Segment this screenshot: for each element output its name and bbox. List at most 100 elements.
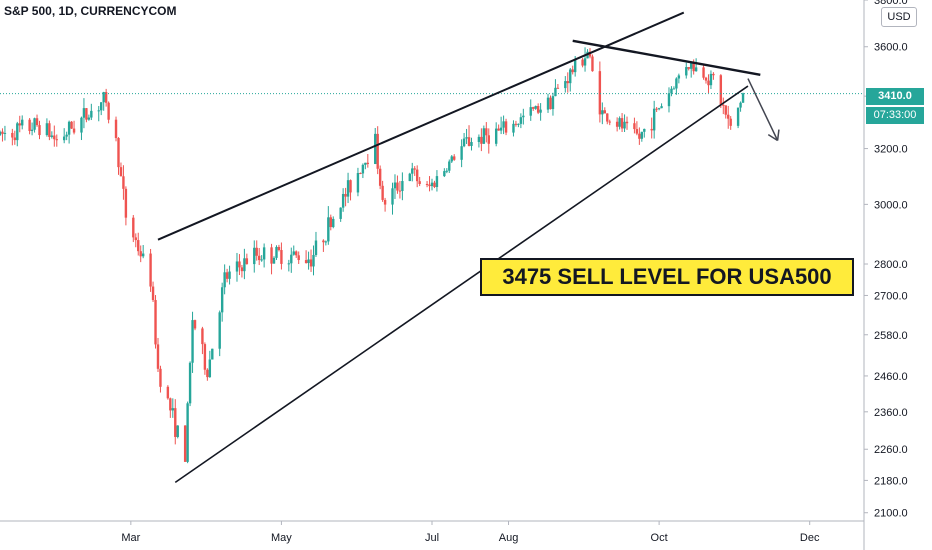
candle-body [635, 129, 639, 134]
time-axis[interactable]: Mar May Jul Aug Oct Dec [121, 521, 820, 544]
candle-body [90, 110, 93, 118]
candle-body [87, 117, 91, 120]
candle-body [482, 128, 486, 144]
currency-label[interactable]: USD [881, 7, 917, 27]
candle-body [201, 328, 204, 345]
candle-body [401, 181, 404, 191]
candle-body [569, 69, 572, 84]
candle-body [262, 247, 266, 260]
y-tick-label: 2800.0 [874, 259, 908, 271]
candle-body [556, 87, 560, 89]
candle-body [450, 156, 453, 162]
y-tick-label: 2460.0 [874, 371, 908, 383]
candle-body [82, 108, 86, 118]
candle-body [156, 344, 160, 369]
candle-body [235, 261, 239, 272]
candle-body [564, 81, 567, 89]
candle-body [70, 121, 73, 129]
candle-body [191, 320, 194, 363]
candle-body [218, 312, 221, 349]
candle-body [467, 137, 471, 146]
candle-body [601, 110, 604, 115]
candle-body [677, 75, 681, 79]
candle-body [30, 129, 34, 131]
candle-body [176, 425, 179, 437]
candle-body [270, 247, 273, 264]
x-tick-label: Aug [499, 532, 519, 544]
countdown-badge: 07:33:00 [866, 107, 924, 124]
candle-body [724, 105, 727, 115]
candle-body [33, 118, 36, 130]
candle-body [408, 173, 411, 182]
candle-body [324, 241, 328, 243]
candle-body [502, 121, 505, 128]
candle-body [606, 113, 609, 122]
candle-body [253, 247, 256, 265]
candle-body [341, 193, 345, 208]
candle-body [309, 259, 313, 267]
candle-body [650, 128, 653, 131]
candle-body [356, 173, 360, 193]
candle-body [3, 132, 7, 134]
candle-body [62, 136, 66, 141]
candle-body [670, 88, 673, 94]
candle-body [707, 80, 710, 86]
y-tick-label: 2700.0 [874, 290, 908, 302]
candle-body [470, 142, 473, 146]
candle-body [314, 240, 318, 255]
candle-body [415, 169, 419, 182]
y-tick-label: 2580.0 [874, 330, 908, 342]
candle-body [660, 106, 663, 109]
candle-body [443, 171, 446, 177]
candle-body [208, 359, 212, 378]
candle-body [346, 180, 350, 197]
candles-layer [0, 47, 745, 464]
candle-body [139, 251, 142, 257]
candle-body [522, 115, 525, 118]
candle-body [462, 138, 466, 147]
candle-body [114, 119, 118, 139]
candle-body [183, 425, 187, 462]
candle-body [517, 123, 520, 125]
candle-body [220, 287, 224, 313]
candle-body [119, 167, 123, 177]
y-tick-label: 3200.0 [874, 144, 908, 156]
candle-body [206, 369, 209, 378]
candle-body [381, 185, 384, 200]
x-tick-label: Oct [651, 532, 668, 544]
candle-body [322, 240, 325, 243]
candle-body [245, 258, 249, 265]
candle-body [287, 263, 291, 265]
candle-body [477, 136, 481, 143]
candle-body [280, 250, 283, 264]
candle-body [85, 108, 88, 120]
candle-body [536, 106, 540, 113]
candle-body [361, 164, 365, 174]
candle-body [549, 97, 552, 110]
candle-body [460, 146, 463, 160]
candle-body [529, 107, 532, 116]
candle-body [712, 73, 715, 76]
price-axis[interactable]: 3800.03600.03400.03200.03000.02800.02700… [864, 0, 908, 520]
candle-body [225, 272, 229, 279]
candle-body [687, 67, 690, 69]
candle-body [240, 267, 244, 272]
candle-body [258, 255, 261, 261]
candle-body [719, 75, 723, 105]
trendlines-layer [0, 11, 864, 484]
sell-level-annotation[interactable]: 3475 SELL LEVEL FOR USA500 [480, 258, 854, 296]
candle-body [292, 251, 295, 255]
candle-body [638, 133, 641, 139]
candle-body [573, 59, 577, 73]
candle-body [393, 182, 397, 189]
candle-body [378, 168, 382, 186]
candle-body [149, 253, 152, 287]
x-tick-label: Jul [425, 532, 439, 544]
candle-body [18, 123, 21, 126]
candle-body [329, 217, 332, 228]
candle-body [122, 176, 125, 189]
candle-body [672, 88, 676, 90]
candle-body [615, 121, 619, 127]
candle-body [359, 173, 362, 175]
